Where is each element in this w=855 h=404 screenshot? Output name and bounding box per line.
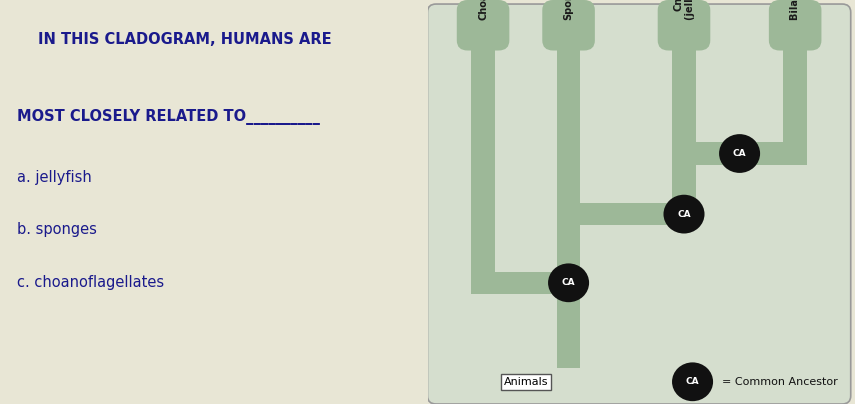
Bar bbox=[672, 36, 696, 165]
Text: CA: CA bbox=[733, 149, 746, 158]
Bar bbox=[557, 271, 581, 368]
Text: Animals: Animals bbox=[504, 377, 548, 387]
Bar bbox=[557, 36, 581, 294]
Circle shape bbox=[672, 362, 713, 401]
Circle shape bbox=[548, 263, 589, 302]
Text: Bilateral animals: Bilateral animals bbox=[790, 0, 800, 20]
Bar bbox=[471, 36, 495, 294]
Text: Choanoflagellates: Choanoflagellates bbox=[478, 0, 488, 20]
Text: Cnidarians
(jellies, coral): Cnidarians (jellies, coral) bbox=[673, 0, 695, 20]
Bar bbox=[557, 203, 581, 294]
FancyBboxPatch shape bbox=[457, 0, 510, 50]
Text: c. choanoflagellates: c. choanoflagellates bbox=[17, 275, 164, 290]
Text: = Common Ancestor: = Common Ancestor bbox=[722, 377, 838, 387]
FancyBboxPatch shape bbox=[542, 0, 595, 50]
Bar bbox=[557, 203, 696, 225]
Circle shape bbox=[663, 195, 705, 234]
Text: CA: CA bbox=[677, 210, 691, 219]
Circle shape bbox=[719, 134, 760, 173]
Bar bbox=[471, 271, 581, 294]
Text: MOST CLOSELY RELATED TO__________: MOST CLOSELY RELATED TO__________ bbox=[17, 109, 320, 125]
Text: a. jellyfish: a. jellyfish bbox=[17, 170, 91, 185]
Text: CA: CA bbox=[686, 377, 699, 386]
FancyBboxPatch shape bbox=[657, 0, 711, 50]
Bar bbox=[672, 143, 696, 225]
Text: IN THIS CLADOGRAM, HUMANS ARE: IN THIS CLADOGRAM, HUMANS ARE bbox=[38, 32, 332, 47]
Text: b. sponges: b. sponges bbox=[17, 222, 97, 237]
Text: CA: CA bbox=[562, 278, 575, 287]
Bar bbox=[783, 36, 807, 165]
FancyBboxPatch shape bbox=[428, 4, 851, 404]
Text: Sponges: Sponges bbox=[563, 0, 574, 20]
Bar bbox=[672, 142, 807, 165]
FancyBboxPatch shape bbox=[769, 0, 822, 50]
